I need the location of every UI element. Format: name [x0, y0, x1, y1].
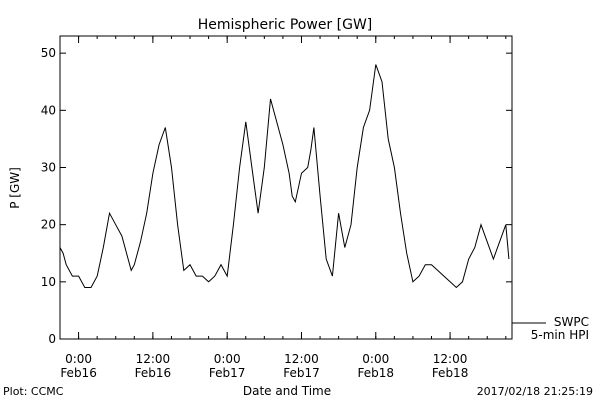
x-tick-label-date: Feb17	[283, 366, 320, 380]
legend-entry-swpc: SWPC	[554, 315, 589, 329]
x-axis-label: Date and Time	[243, 384, 331, 398]
legend-entry-5min-hpi: 5-min HPI	[531, 328, 589, 342]
legend: SWPC 5-min HPI	[512, 315, 589, 342]
y-tick-label: 0	[48, 332, 56, 346]
plot-credit: Plot: CCMC	[3, 385, 64, 398]
timestamp: 2017/02/18 21:25:19	[477, 385, 593, 398]
x-axis: 0:00Feb1612:00Feb160:00Feb1712:00Feb170:…	[59, 36, 507, 380]
x-tick-label-date: Feb17	[209, 366, 246, 380]
plot-frame	[59, 35, 513, 340]
x-tick-label-time: 12:00	[284, 352, 319, 366]
y-axis-label: P [GW]	[8, 167, 22, 209]
x-tick-label-time: 0:00	[65, 352, 92, 366]
y-tick-label: 40	[41, 103, 56, 117]
y-tick-label: 50	[41, 46, 56, 60]
x-tick-label-date: Feb18	[358, 366, 395, 380]
y-axis: 0 10 20 30 40 50	[41, 46, 512, 346]
x-tick-label-time: 12:00	[433, 352, 468, 366]
x-tick-label-date: Feb16	[135, 366, 172, 380]
x-tick-label-date: Feb18	[432, 366, 469, 380]
x-tick-label-time: 0:00	[362, 352, 389, 366]
y-tick-label: 30	[41, 160, 56, 174]
series-group	[59, 64, 510, 289]
y-tick-label: 10	[41, 275, 56, 289]
x-tick-label-time: 12:00	[136, 352, 171, 366]
x-tick-label-time: 0:00	[214, 352, 241, 366]
x-tick-label-date: Feb16	[60, 366, 97, 380]
chart-title: Hemispheric Power [GW]	[198, 17, 373, 33]
y-tick-label: 20	[41, 218, 56, 232]
series-line-0	[59, 64, 510, 289]
